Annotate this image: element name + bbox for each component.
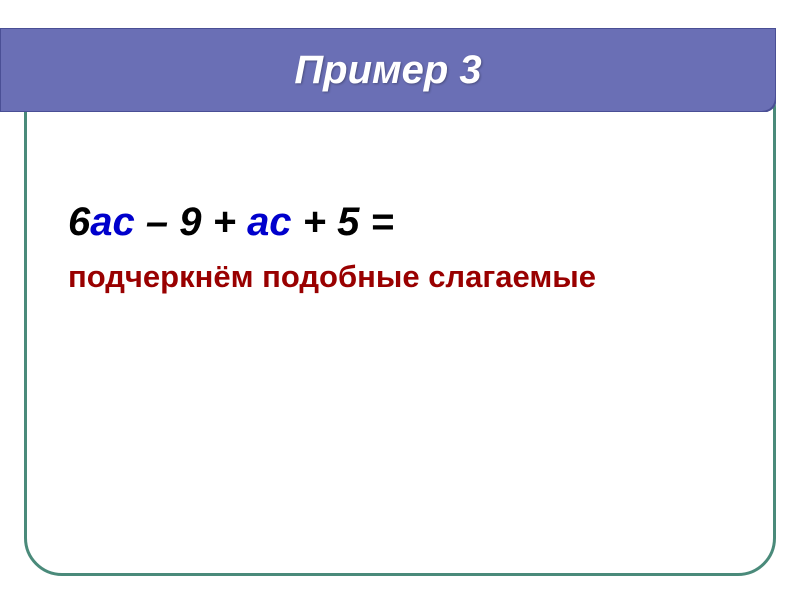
content-area: 6ас – 9 + ас + 5 = подчеркнём подобные с… (68, 200, 740, 295)
slide-title: Пример 3 (294, 48, 481, 93)
eq-part-4: + 5 = (292, 200, 394, 244)
instruction-text: подчеркнём подобные слагаемые (68, 259, 740, 295)
equation-line: 6ас – 9 + ас + 5 = (68, 200, 740, 245)
title-bar: Пример 3 (0, 28, 776, 112)
eq-part-3: ас (247, 200, 292, 244)
title-underline (160, 146, 752, 149)
eq-part-0: 6 (68, 200, 90, 244)
eq-part-2: – 9 + (135, 200, 247, 244)
eq-part-1: ас (90, 200, 135, 244)
slide: Пример 3 6ас – 9 + ас + 5 = подчеркнём п… (0, 0, 800, 600)
